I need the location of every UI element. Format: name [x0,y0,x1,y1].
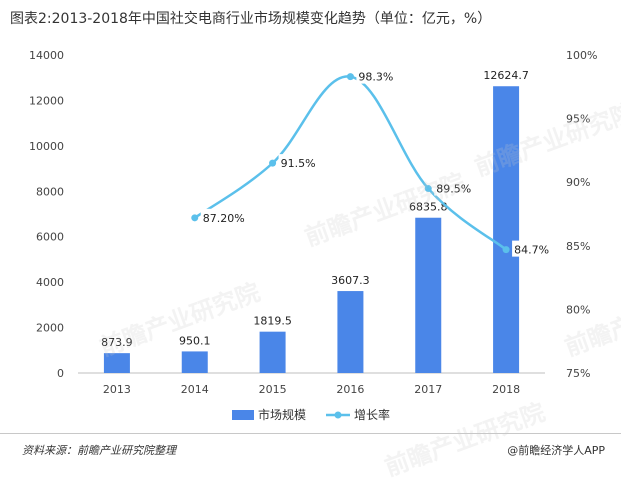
x-tick-label: 2013 [103,383,131,396]
growth-point [191,214,199,222]
y-right-tick-label: 100% [566,49,597,62]
y-left-tick-label: 4000 [36,276,64,289]
y-right-tick-label: 80% [566,303,590,316]
x-tick-label: 2017 [414,383,442,396]
growth-data-label: 87.20% [203,212,245,225]
x-tick-label: 2016 [336,383,364,396]
y-left-tick-label: 6000 [36,231,64,244]
growth-point [502,246,510,254]
growth-point [424,185,432,193]
x-tick-label: 2018 [492,383,520,396]
bar [103,353,130,373]
growth-label-bg [200,208,247,225]
growth-label-bg [434,179,474,196]
y-right-tick-label: 75% [566,367,590,380]
legend-swatch-bar [232,410,254,420]
x-tick-label: 2014 [181,383,209,396]
growth-label-bg [512,240,552,257]
y-right-tick-label: 95% [566,113,590,126]
source-note: 资料来源：前瞻产业研究院整理 [22,444,176,457]
y-left-tick-label: 14000 [29,49,64,62]
bar [337,291,364,373]
y-left-tick-label: 10000 [29,140,64,153]
footer-divider [0,433,621,434]
credit-note: @前瞻经济学人APP [507,444,605,457]
growth-data-label: 98.3% [358,71,393,84]
bar-data-label: 950.1 [179,334,211,347]
bar-data-label: 873.9 [101,336,133,349]
y-right-tick-label: 85% [566,240,590,253]
growth-label-bg [356,67,396,84]
y-left-tick-label: 12000 [29,94,64,107]
growth-point [269,159,277,167]
y-left-tick-label: 2000 [36,322,64,335]
growth-data-label: 91.5% [281,157,316,170]
bar-data-label: 12624.7 [483,69,529,82]
growth-data-label: 89.5% [436,183,471,196]
growth-point [346,73,354,81]
legend-label-line: 增长率 [354,407,390,422]
y-right-tick-label: 90% [566,176,590,189]
bar-data-label: 1819.5 [253,315,292,328]
y-left-tick-label: 8000 [36,185,64,198]
growth-label-bg [278,154,318,171]
legend-label-bar: 市场规模 [258,407,306,422]
x-tick-label: 2015 [259,383,287,396]
chart-title: 图表2:2013-2018年中国社交电商行业市场规模变化趋势（单位：亿元，%） [10,11,492,27]
bar [181,351,208,373]
bar [259,331,286,373]
y-left-tick-label: 0 [57,367,64,380]
bar [493,86,520,374]
bar-data-label: 3607.3 [331,274,370,287]
legend-marker-line [334,411,342,419]
bar-data-label: 6835.8 [409,201,448,214]
bar [415,217,442,373]
growth-data-label: 84.7% [514,244,549,257]
